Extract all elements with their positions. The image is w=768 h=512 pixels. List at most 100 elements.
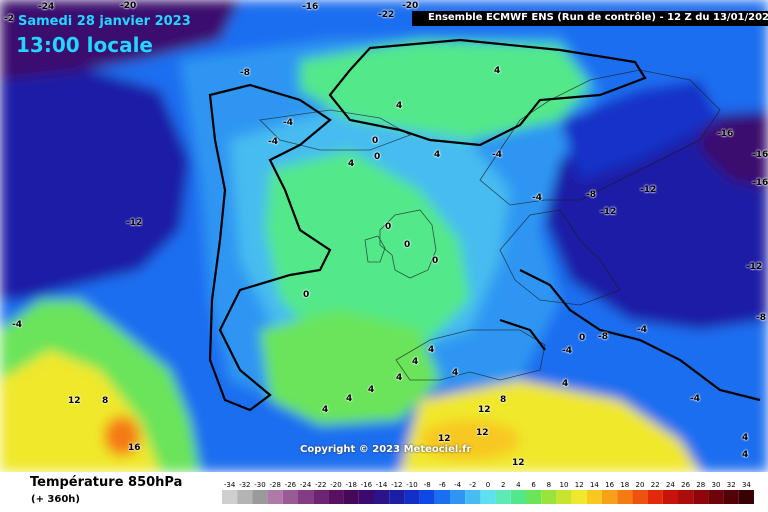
legend-color-swatch <box>419 490 435 504</box>
contour-value-label: 4 <box>452 368 459 378</box>
run-info-text: Ensemble ECMWF ENS (Run de contrôle) - 1… <box>428 12 768 23</box>
legend-color-swatch <box>480 490 496 504</box>
contour-value-label: -16 <box>752 178 768 188</box>
legend-value-label: -18 <box>345 481 356 489</box>
contour-value-label: -4 <box>283 118 293 128</box>
contour-value-label: -12 <box>640 185 657 195</box>
legend-value-label: 30 <box>712 481 721 489</box>
legend-color-swatch <box>450 490 466 504</box>
legend-value-label: -14 <box>376 481 388 489</box>
legend-value-label: 2 <box>501 481 505 489</box>
contour-value-label: -22 <box>378 10 395 20</box>
contour-value-label: 0 <box>385 222 392 232</box>
contour-value-label: 12 <box>512 458 525 468</box>
legend-color-swatch <box>267 490 283 504</box>
contour-value-label: -4 <box>562 346 572 356</box>
lead-time: (+ 360h) <box>31 494 80 505</box>
cold-region-scandinavia <box>560 80 720 180</box>
contour-value-label: 12 <box>478 405 491 415</box>
legend-color-swatch <box>510 490 526 504</box>
legend-value-label: -34 <box>224 481 236 489</box>
contour-value-label: 0 <box>374 152 381 162</box>
contour-value-label: 8 <box>500 395 507 405</box>
legend-color-swatch <box>434 490 450 504</box>
legend-color-swatch <box>343 490 359 504</box>
legend-value-label: -16 <box>361 481 373 489</box>
legend-color-swatch <box>738 490 754 504</box>
contour-value-label: -12 <box>746 262 763 272</box>
contour-value-label: 4 <box>346 394 353 404</box>
forecast-time: 13:00 locale <box>16 33 153 57</box>
contour-value-label: 4 <box>562 379 569 389</box>
warm-region-center <box>265 150 470 350</box>
legend-color-swatch <box>708 490 724 504</box>
contour-value-label: 4 <box>494 66 501 76</box>
legend-color-swatch <box>526 490 542 504</box>
contour-value-label: -4 <box>12 320 22 330</box>
contour-value-label: -8 <box>586 190 596 200</box>
forecast-date: Samedi 28 janvier 2023 <box>18 14 191 29</box>
legend-value-label: 28 <box>696 481 705 489</box>
legend-value-label: 24 <box>666 481 675 489</box>
legend-value-label: -22 <box>315 481 326 489</box>
legend-value-label: -28 <box>269 481 280 489</box>
legend-value-label: 14 <box>590 481 599 489</box>
contour-value-label: 12 <box>476 428 489 438</box>
legend-color-swatch <box>465 490 481 504</box>
legend-value-label: -12 <box>391 481 402 489</box>
legend-color-swatch <box>571 490 587 504</box>
contour-value-label: -16 <box>717 129 734 139</box>
contour-value-label: -2 <box>4 14 14 24</box>
contour-value-label: -8 <box>756 313 766 323</box>
warm-spot-mediterranean <box>420 420 520 460</box>
legend-value-label: 8 <box>547 481 551 489</box>
legend-value-label: -2 <box>469 481 476 489</box>
contour-value-label: 12 <box>68 396 81 406</box>
legend-value-label: -26 <box>285 481 297 489</box>
contour-value-label: -4 <box>690 394 700 404</box>
footer: Température 850hPa (+ 360h) -34 -32 -30 -28… <box>0 472 768 512</box>
legend-color-swatch <box>389 490 405 504</box>
run-info-bar: Ensemble ECMWF ENS (Run de contrôle) - 1… <box>412 11 768 26</box>
legend-color-swatch <box>647 490 663 504</box>
legend-value-label: -6 <box>439 481 447 489</box>
legend-color-swatch <box>556 490 572 504</box>
legend-value-label: -10 <box>406 481 417 489</box>
contour-value-label: -8 <box>240 68 250 78</box>
warm-spot-southwest <box>104 416 140 456</box>
cold-core-east <box>700 115 768 190</box>
contour-value-label: 4 <box>742 433 749 443</box>
legend-value-label: 22 <box>651 481 660 489</box>
contour-value-label: 4 <box>412 357 419 367</box>
legend-color-swatch <box>374 490 390 504</box>
variable-title: Température 850hPa <box>30 475 183 490</box>
contour-value-label: 4 <box>348 159 355 169</box>
legend-value-label: 20 <box>636 481 645 489</box>
legend-color-swatch <box>662 490 678 504</box>
legend-color-swatch <box>586 490 602 504</box>
contour-value-label: -4 <box>532 193 542 203</box>
contour-value-label: 4 <box>396 373 403 383</box>
contour-value-label: -16 <box>302 2 319 12</box>
contour-value-label: -12 <box>600 207 617 217</box>
legend-color-swatch <box>602 490 618 504</box>
contour-value-label: 12 <box>438 434 451 444</box>
contour-value-label: 4 <box>428 345 435 355</box>
contour-value-label: -4 <box>492 150 502 160</box>
warm-band-north <box>300 40 590 140</box>
cold-region-north <box>0 0 240 80</box>
legend-value-label: -4 <box>454 481 462 489</box>
zero-isotherm <box>208 38 761 412</box>
legend-color-swatch <box>632 490 648 504</box>
contour-value-label: 0 <box>303 290 310 300</box>
legend-value-label: -24 <box>300 481 312 489</box>
legend-value-label: -8 <box>424 481 431 489</box>
legend-color-swatch <box>282 490 298 504</box>
contour-value-label: -16 <box>752 150 768 160</box>
contour-value-label: -8 <box>598 332 608 342</box>
cold-region-northwest <box>0 70 190 300</box>
legend-value-label: 34 <box>742 481 751 489</box>
contour-value-label: -12 <box>126 218 143 228</box>
contour-value-label: 4 <box>396 101 403 111</box>
contour-value-label: 8 <box>102 396 109 406</box>
